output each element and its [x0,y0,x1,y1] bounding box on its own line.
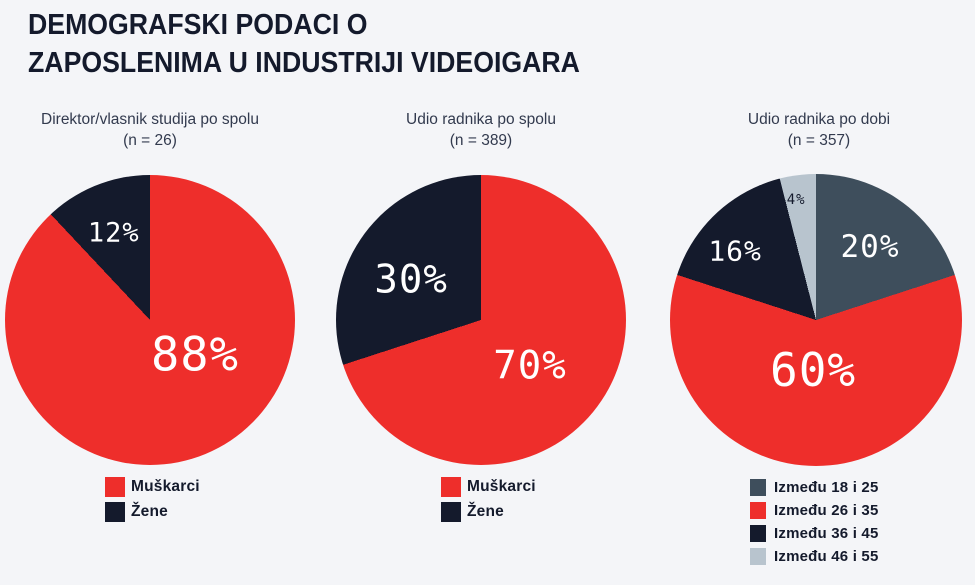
chart1-legend: Muškarci Žene [105,477,200,527]
legend-label: Između 18 i 25 [774,479,879,496]
legend-item: Muškarci [441,477,536,497]
legend-swatch [750,548,766,565]
chart2-title: Udio radnika po spolu (n = 389) [331,109,631,151]
chart1-title-text: Direktor/vlasnik studija po spolu [41,111,259,128]
legend-swatch [105,477,125,497]
legend-item: Između 18 i 25 [750,479,879,496]
page-title: DEMOGRAFSKI PODACI O ZAPOSLENIMA U INDUS… [28,6,580,82]
legend-label: Između 26 i 35 [774,502,879,519]
chart1-title: Direktor/vlasnik studija po spolu (n = 2… [0,109,300,151]
legend-label: Žene [131,503,168,520]
legend-swatch [750,525,766,542]
page-title-line2: ZAPOSLENIMA U INDUSTRIJI VIDEOIGARA [28,47,580,79]
legend-item: Između 26 i 35 [750,502,879,519]
legend-label: Između 46 i 55 [774,548,879,565]
legend-item: Žene [441,502,536,522]
chart3-title-text: Udio radnika po dobi [747,111,891,128]
legend-swatch [105,502,125,522]
pie-chart-directors-by-gender: 88% 12% [5,175,295,465]
chart2-title-text: Udio radnika po spolu [406,111,556,128]
legend-item: Žene [105,502,200,522]
legend-item: Između 36 i 45 [750,525,879,542]
slice-percentage-label: 88% [150,327,239,383]
legend-label: Između 36 i 45 [774,525,879,542]
slice-percentage-label: 70% [493,343,567,389]
pie-chart-workers-by-gender: 70% 30% [336,175,626,465]
legend-label: Muškarci [131,478,200,495]
legend-swatch [750,479,766,496]
slice-percentage-label: 12% [87,217,140,249]
legend-swatch [441,477,461,497]
chart3-title: Udio radnika po dobi (n = 357) [669,109,969,151]
slice-percentage-label: 60% [770,342,857,397]
chart2-sample-size: (n = 389) [449,132,513,149]
chart3-sample-size: (n = 357) [787,132,851,149]
legend-swatch [441,502,461,522]
legend-label: Muškarci [467,478,536,495]
legend-item: Između 46 i 55 [750,548,879,565]
slice-percentage-label: 20% [840,229,900,265]
legend-label: Žene [467,503,504,520]
slice-percentage-label: 30% [374,257,448,303]
chart3-legend: Između 18 i 25 Između 26 i 35 Između 36 i … [750,479,879,571]
chart2-legend: Muškarci Žene [441,477,536,527]
slice-percentage-label: 4% [786,191,806,208]
page-title-line1: DEMOGRAFSKI PODACI O [28,9,368,41]
chart1-sample-size: (n = 26) [123,132,177,149]
slice-percentage-label: 16% [708,234,762,268]
legend-item: Muškarci [105,477,200,497]
legend-swatch [750,502,766,519]
pie-chart-workers-by-age: 20% 60% 16% 4% [670,174,962,466]
